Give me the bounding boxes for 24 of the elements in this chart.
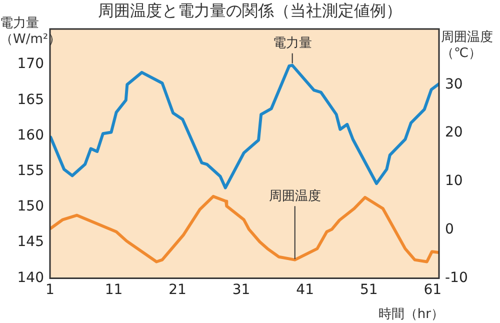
y-tick-label: 140 [17,270,44,286]
y2-tick-label: 30 [445,76,463,92]
chart-title: 周囲温度と電力量の関係（当社測定値例） [98,1,402,20]
y-tick-label: 145 [17,234,44,250]
annotation: 周囲温度 [268,188,321,204]
y-tick-label: 150 [17,198,44,215]
y-tick-label: 165 [17,92,44,108]
y-tick-label: 160 [17,127,44,144]
annotation: 電力量 [272,36,312,52]
y-tick-label: 170 [17,56,44,72]
x-tick-label: 21 [168,282,186,298]
x-axis-title: 時間（hr） [378,306,444,323]
x-tick-label: 41 [296,282,314,298]
y2-tick-label: -10 [445,270,468,286]
x-tick-label: 31 [232,282,250,298]
y2-axis-title: 周囲温度（℃） [441,30,494,62]
x-tick-label: 11 [104,282,123,298]
y-tick-label: 155 [17,163,44,180]
x-tick-label: 61 [424,282,442,298]
y2-tick-label: 10 [445,173,463,190]
y2-tick-label: 20 [445,124,463,141]
x-tick-label: 51 [360,282,378,298]
x-tick-label: 1 [46,282,54,298]
y2-tick-label: 0 [445,221,454,238]
